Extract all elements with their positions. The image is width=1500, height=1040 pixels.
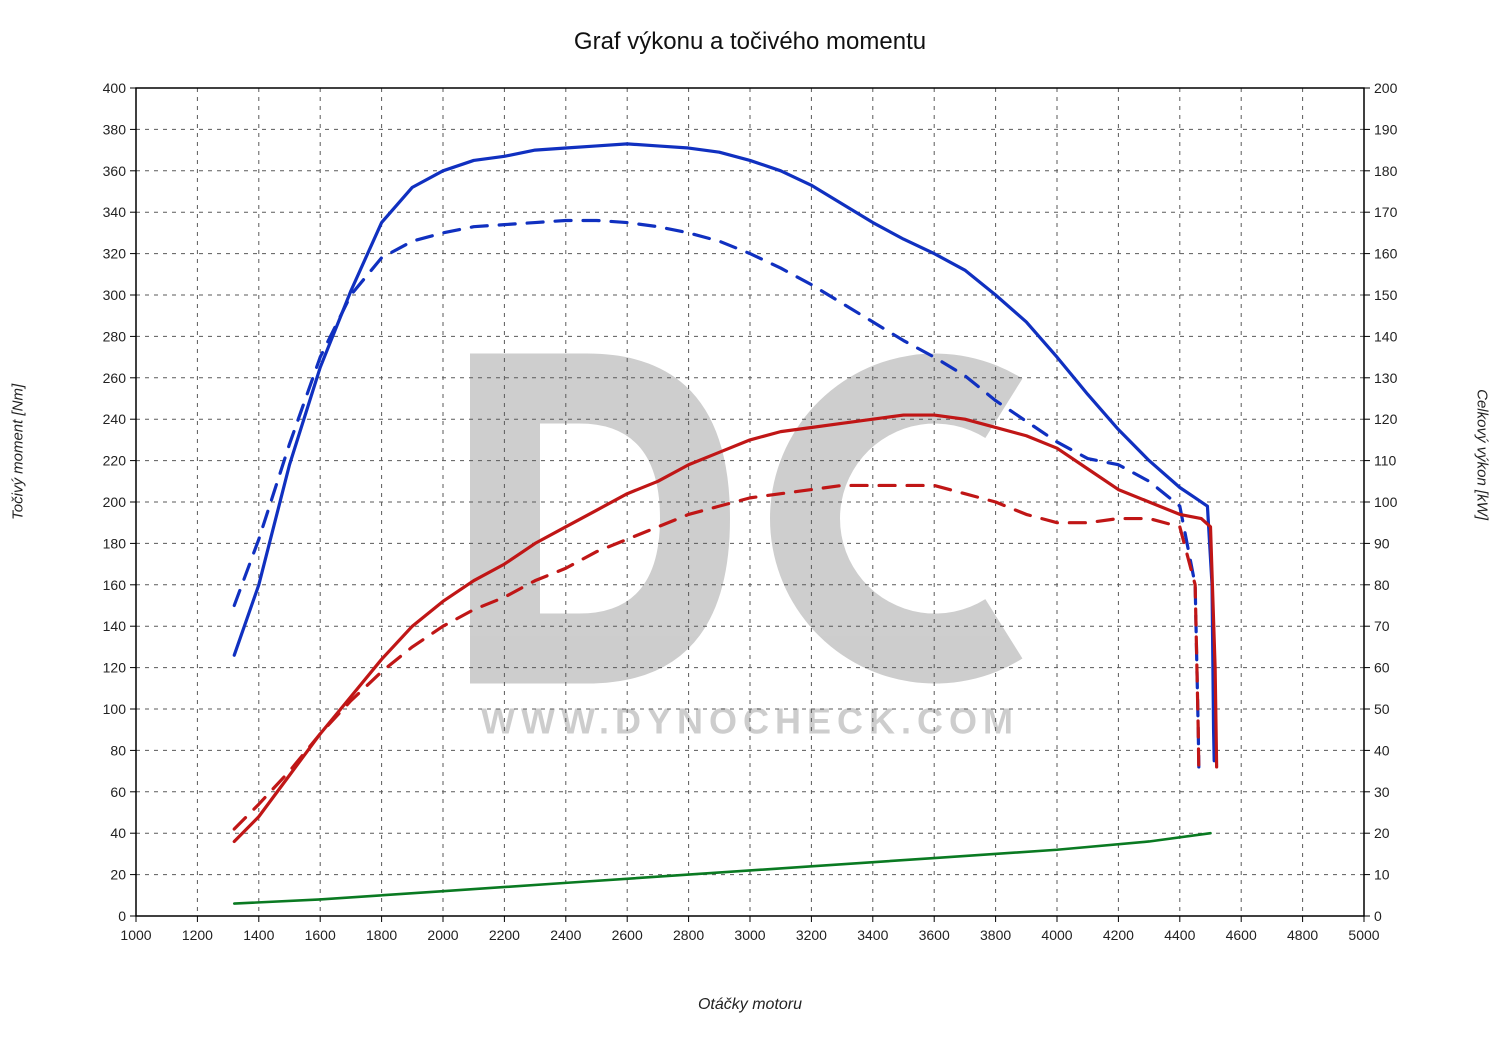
x-axis-label: Otáčky motoru: [0, 996, 1500, 1014]
yL-tick-label: 300: [103, 287, 127, 303]
x-tick-label: 2600: [612, 927, 643, 943]
yR-tick-label: 180: [1374, 163, 1398, 179]
yR-tick-label: 80: [1374, 577, 1390, 593]
x-tick-label: 4800: [1287, 927, 1318, 943]
yL-tick-label: 360: [103, 163, 127, 179]
x-tick-label: 3600: [919, 927, 950, 943]
x-tick-label: 1800: [366, 927, 397, 943]
x-tick-label: 2800: [673, 927, 704, 943]
y-left-axis-label: Točivý moment [Nm]: [10, 384, 27, 520]
yL-tick-label: 40: [110, 825, 126, 841]
x-tick-label: 4400: [1164, 927, 1195, 943]
yR-tick-label: 160: [1374, 246, 1398, 262]
yL-tick-label: 180: [103, 535, 127, 551]
yR-tick-label: 100: [1374, 494, 1398, 510]
yR-tick-label: 30: [1374, 784, 1390, 800]
x-tick-label: 3800: [980, 927, 1011, 943]
x-tick-label: 4600: [1226, 927, 1257, 943]
x-tick-label: 4200: [1103, 927, 1134, 943]
yL-tick-label: 220: [103, 453, 127, 469]
y-right-axis-label: Celkový výkon [kW]: [1474, 389, 1491, 520]
x-tick-label: 3000: [734, 927, 765, 943]
x-tick-label: 2400: [550, 927, 581, 943]
yR-tick-label: 0: [1374, 908, 1382, 924]
yL-tick-label: 160: [103, 577, 127, 593]
yR-tick-label: 70: [1374, 618, 1390, 634]
yL-tick-label: 340: [103, 204, 127, 220]
x-tick-label: 3200: [796, 927, 827, 943]
yR-tick-label: 50: [1374, 701, 1390, 717]
yL-tick-label: 140: [103, 618, 127, 634]
yL-tick-label: 320: [103, 246, 127, 262]
yL-tick-label: 120: [103, 660, 127, 676]
yL-tick-label: 280: [103, 328, 127, 344]
yR-tick-label: 200: [1374, 80, 1398, 96]
chart-plot-area: WWW.DYNOCHECK.COM10001200140016001800200…: [80, 80, 1420, 960]
yL-tick-label: 380: [103, 121, 127, 137]
x-tick-label: 1600: [305, 927, 336, 943]
x-tick-label: 5000: [1348, 927, 1379, 943]
yR-tick-label: 90: [1374, 535, 1390, 551]
yR-tick-label: 150: [1374, 287, 1398, 303]
yR-tick-label: 190: [1374, 121, 1398, 137]
x-tick-label: 1400: [243, 927, 274, 943]
x-tick-label: 1000: [120, 927, 151, 943]
yL-tick-label: 20: [110, 867, 126, 883]
yR-tick-label: 120: [1374, 411, 1398, 427]
yL-tick-label: 400: [103, 80, 127, 96]
yR-tick-label: 130: [1374, 370, 1398, 386]
yL-tick-label: 240: [103, 411, 127, 427]
yL-tick-label: 260: [103, 370, 127, 386]
yR-tick-label: 140: [1374, 328, 1398, 344]
yL-tick-label: 0: [118, 908, 126, 924]
yR-tick-label: 170: [1374, 204, 1398, 220]
yR-tick-label: 10: [1374, 867, 1390, 883]
yL-tick-label: 100: [103, 701, 127, 717]
yR-tick-label: 60: [1374, 660, 1390, 676]
yL-tick-label: 60: [110, 784, 126, 800]
x-tick-label: 2000: [427, 927, 458, 943]
yR-tick-label: 40: [1374, 742, 1390, 758]
yR-tick-label: 20: [1374, 825, 1390, 841]
yL-tick-label: 200: [103, 494, 127, 510]
chart-title: Graf výkonu a točivého momentu: [0, 28, 1500, 56]
x-tick-label: 2200: [489, 927, 520, 943]
yR-tick-label: 110: [1374, 453, 1397, 469]
chart-svg: WWW.DYNOCHECK.COM10001200140016001800200…: [80, 80, 1420, 960]
x-tick-label: 4000: [1041, 927, 1072, 943]
yL-tick-label: 80: [110, 742, 126, 758]
x-tick-label: 1200: [182, 927, 213, 943]
x-tick-label: 3400: [857, 927, 888, 943]
